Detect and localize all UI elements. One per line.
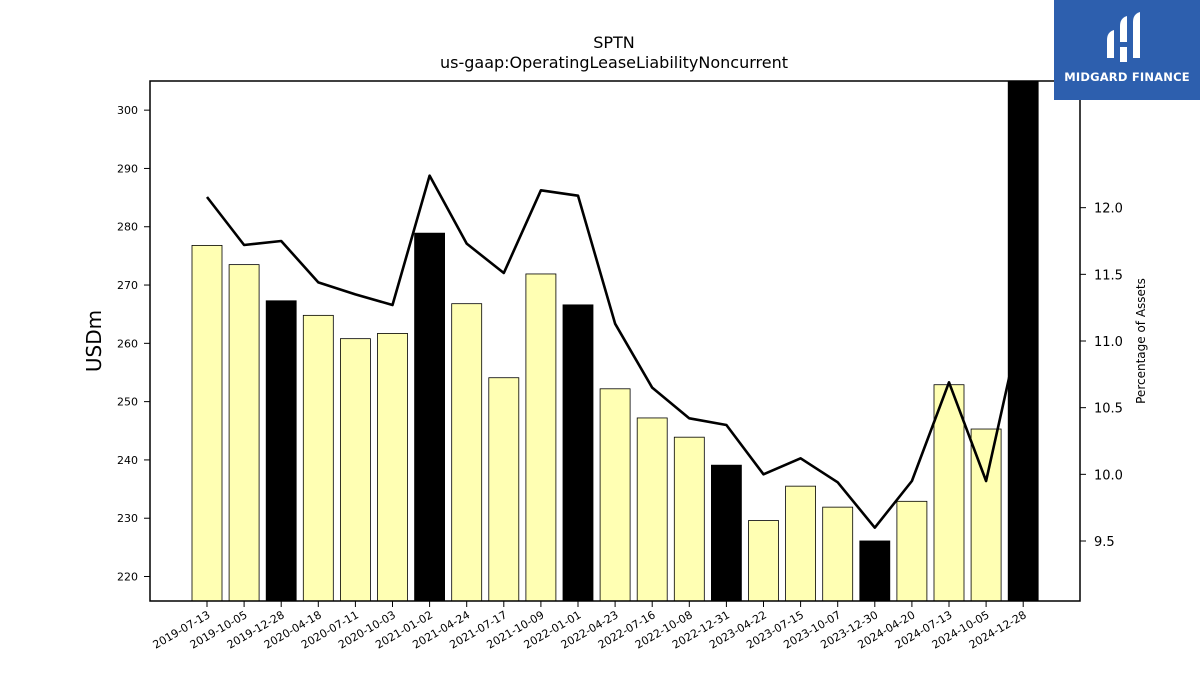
y-axis: 220 230 240 250 260 270 280 290 300 (117, 104, 150, 584)
line-group (205, 174, 1025, 529)
bar-2019-07-13 (191, 244, 223, 602)
bars-group (191, 80, 1039, 602)
y-tick-label: 280 (117, 221, 138, 234)
y-tick-label: 220 (117, 571, 138, 584)
y2-axis: 9.5 10.0 10.5 11.0 11.5 12.0 (1080, 202, 1123, 550)
y-tick-label: 270 (117, 279, 138, 292)
y2-tick-label: 9.5 (1094, 535, 1115, 550)
pct-assets-line (205, 174, 1025, 529)
bar-2023-07-15 (785, 485, 816, 602)
bar-2022-12-31 (711, 464, 742, 602)
chart-title: SPTN (593, 33, 635, 52)
brand-name: MIDGARD FINANCE (1064, 70, 1190, 84)
y2-tick-label: 10.0 (1094, 468, 1123, 483)
y-tick-label: 300 (117, 104, 138, 117)
y2-tick-label: 11.5 (1094, 268, 1123, 283)
bar-2024-07-13 (933, 384, 965, 602)
bar-2023-04-22 (748, 520, 779, 602)
bar-2020-04-18 (302, 314, 334, 602)
bar-2021-07-17 (488, 377, 520, 602)
bar-2019-12-28 (265, 300, 297, 602)
y-tick-label: 260 (117, 337, 138, 350)
bar-2024-12-28 (1007, 80, 1039, 602)
bar-2022-07-16 (636, 417, 668, 602)
y-tick-label: 240 (117, 454, 138, 467)
y-tick-label: 290 (117, 162, 138, 175)
chart-subtitle: us-gaap:OperatingLeaseLiabilityNoncurren… (440, 53, 788, 72)
y2-axis-label: Percentage of Assets (1134, 278, 1148, 404)
bar-2021-04-24 (451, 303, 483, 602)
y2-tick-label: 10.5 (1094, 402, 1123, 417)
y2-tick-label: 12.0 (1094, 202, 1123, 217)
bar-2024-04-20 (896, 500, 928, 602)
bar-2022-10-08 (673, 436, 705, 602)
y-axis-label: USDm (82, 310, 106, 372)
bar-2019-10-05 (228, 264, 260, 602)
brand-logo: MIDGARD FINANCE (1054, 0, 1200, 100)
bar-2020-07-11 (339, 338, 371, 602)
bar-2022-01-01 (562, 304, 594, 602)
y2-tick-label: 11.0 (1094, 335, 1123, 350)
bar-2021-01-02 (414, 232, 446, 602)
bar-2020-10-03 (377, 333, 408, 602)
bar-2023-12-30 (859, 540, 891, 602)
y-tick-label: 250 (117, 396, 138, 409)
bar-2023-10-07 (822, 506, 854, 602)
bar-2021-10-09 (525, 273, 557, 602)
logo-mark-icon (1107, 12, 1140, 62)
y-tick-label: 230 (117, 512, 138, 525)
bar-2022-04-23 (599, 388, 631, 602)
x-axis: 2019-07-132019-10-052019-12-282020-04-18… (151, 601, 1029, 652)
